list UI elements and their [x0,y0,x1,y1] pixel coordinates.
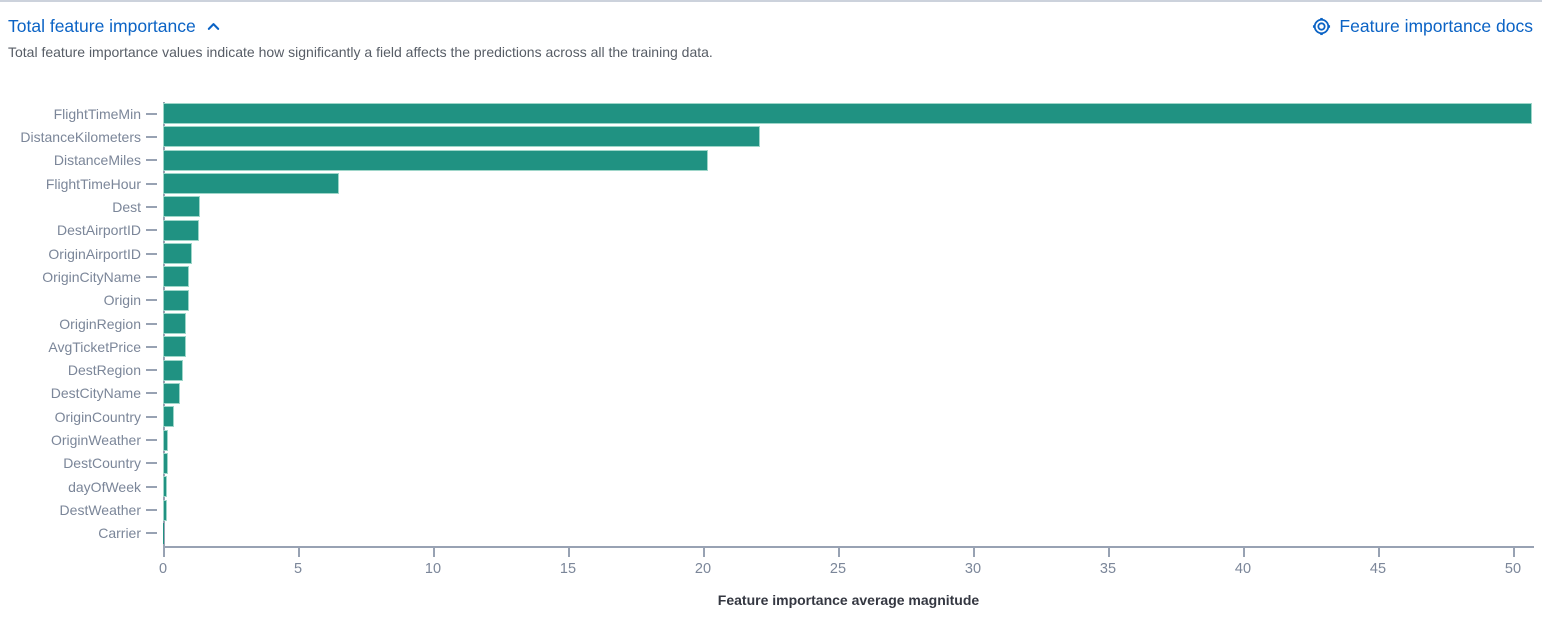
y-axis-label: FlightTimeMin [53,105,141,122]
bar[interactable] [163,522,164,544]
x-axis-tick-label: 25 [829,561,847,577]
life-ring-icon [1313,17,1331,35]
x-axis-tick-label: 40 [1234,561,1252,577]
y-axis-label: Origin [103,292,141,309]
y-axis-label: DistanceKilometers [20,128,141,145]
x-axis-tick [433,547,435,557]
total-feature-importance-toggle[interactable]: Total feature importance [8,13,221,39]
x-axis-tick-label: 0 [158,561,168,577]
y-axis-tick [146,112,157,115]
x-axis-tick [1513,547,1515,557]
y-axis-tick [146,159,157,162]
y-axis-tick [146,369,157,372]
x-axis-tick [703,547,705,557]
chevron-up-icon [207,22,219,30]
x-axis-tick-label: 5 [293,561,303,577]
docs-link-label: Feature importance docs [1339,16,1533,36]
y-axis-label: Dest [112,198,141,215]
y-axis-tick [146,182,157,185]
y-axis-tick [146,439,157,442]
x-axis-tick-label: 15 [559,561,577,577]
bar[interactable] [163,219,199,241]
x-axis-title: Feature importance average magnitude [717,592,980,608]
y-axis-tick [146,229,157,232]
bar[interactable] [163,452,168,474]
x-axis-tick-label: 20 [694,561,712,577]
y-axis-label: OriginCityName [42,268,141,285]
bar[interactable] [163,499,167,521]
x-axis-tick [568,547,570,557]
section-description: Total feature importance values indicate… [8,44,713,60]
x-axis-tick-label: 30 [964,561,982,577]
y-axis-tick [146,299,157,302]
bar[interactable] [163,266,189,288]
y-axis-label: OriginAirportID [48,245,141,262]
x-axis-tick [298,547,300,557]
bar[interactable] [163,173,339,195]
feature-importance-docs-link[interactable]: Feature importance docs [1312,13,1533,39]
x-axis-tick [163,547,165,557]
bar[interactable] [163,382,180,404]
y-axis-label: OriginRegion [59,315,141,332]
y-axis-tick [146,532,157,535]
y-axis-tick [146,509,157,512]
bar[interactable] [163,313,186,334]
y-axis-tick [146,322,157,325]
x-axis-line [163,546,1534,548]
x-axis-tick-label: 10 [424,561,442,577]
y-axis-tick [146,345,157,348]
y-axis-tick [146,485,157,488]
y-axis-tick [146,415,157,418]
x-axis-tick [838,547,840,557]
y-axis-label: OriginCountry [54,408,141,425]
y-axis-label: DistanceMiles [53,152,141,169]
bar[interactable] [163,406,174,428]
y-axis-label: DestWeather [59,502,141,519]
bar[interactable] [163,359,183,381]
bar[interactable] [163,103,1532,125]
y-axis-label: DestCountry [63,455,141,472]
x-axis-tick-label: 35 [1099,561,1117,577]
bar[interactable] [163,243,192,265]
y-axis-label: DestCityName [50,385,141,402]
y-axis-label: DestRegion [67,362,141,379]
bar[interactable] [163,126,760,148]
panel-top-border [0,0,1542,2]
y-axis-label: dayOfWeek [68,478,141,495]
y-axis-label: OriginWeather [50,432,141,449]
x-axis-tick [973,547,975,557]
bar[interactable] [163,336,186,358]
y-axis-tick [146,205,157,208]
x-axis-tick-label: 45 [1369,561,1387,577]
bar[interactable] [163,149,708,171]
x-axis-tick-label: 50 [1504,561,1522,577]
bar[interactable] [163,196,200,218]
section-title: Total feature importance [8,16,196,36]
x-axis-tick [1243,547,1245,557]
bar[interactable] [163,476,167,498]
y-axis-tick [146,135,157,138]
x-axis-tick [1108,547,1110,557]
y-axis-tick [146,462,157,465]
bar[interactable] [163,289,189,311]
y-axis-label: FlightTimeHour [45,175,141,192]
y-axis-label: Carrier [98,525,141,542]
bar[interactable] [163,429,168,451]
y-axis-label: AvgTicketPrice [48,338,141,355]
y-axis-label: DestAirportID [56,222,141,239]
y-axis-tick [146,252,157,255]
y-axis-tick [146,275,157,278]
y-axis-tick [146,392,157,395]
x-axis-tick [1378,547,1380,557]
